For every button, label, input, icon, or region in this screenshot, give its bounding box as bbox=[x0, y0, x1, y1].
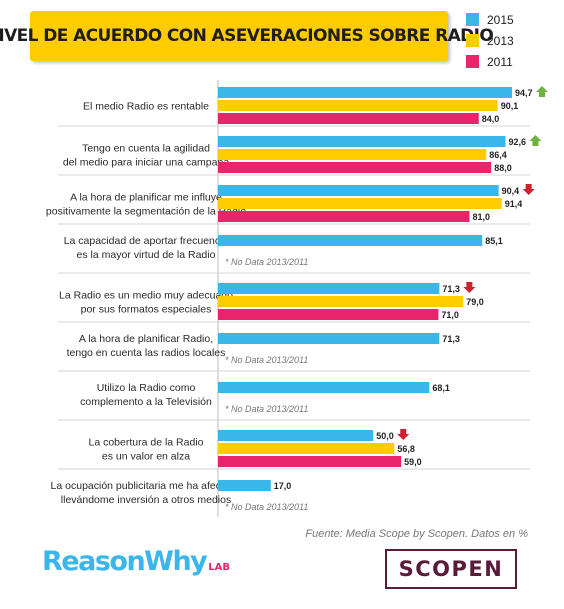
data-label-2013: 56,8 bbox=[397, 444, 415, 454]
data-label-2013: 86,4 bbox=[489, 150, 507, 160]
category-label: La capacidad de aportar frecuencia es la … bbox=[64, 235, 229, 261]
bar-2015 bbox=[218, 382, 430, 393]
data-label-2011: 59,0 bbox=[404, 457, 422, 467]
source-note: Fuente: Media Scope by Scopen. Datos en … bbox=[305, 528, 528, 540]
category-label: Tengo en cuenta la agilidad del medio par… bbox=[63, 143, 230, 169]
data-label-2011: 81,0 bbox=[472, 212, 490, 222]
data-label-2015: 94,7 bbox=[515, 88, 533, 98]
legend-swatch-2013 bbox=[466, 34, 479, 47]
category-label: A la hora de planificar Radio, tengo en c… bbox=[67, 333, 226, 359]
bar-2015 bbox=[218, 430, 374, 441]
bar-2015 bbox=[218, 235, 483, 246]
data-label-2011: 71,0 bbox=[441, 310, 459, 320]
bar-2011 bbox=[218, 113, 479, 124]
data-label-2015: 68,1 bbox=[432, 383, 450, 393]
no-data-note: * No Data 2013/2011 bbox=[225, 257, 308, 267]
category-label: El medio Radio es rentable bbox=[83, 101, 209, 113]
bar-2013 bbox=[218, 198, 502, 209]
data-label-2015: 71,3 bbox=[442, 334, 460, 344]
category-label: La ocupación publicitaria me ha afectado… bbox=[51, 480, 242, 506]
bar-2011 bbox=[218, 211, 470, 222]
trend-up-icon bbox=[529, 135, 542, 146]
no-data-note: * No Data 2013/2011 bbox=[225, 355, 308, 365]
legend-item-2013: 2013 bbox=[466, 30, 514, 51]
bar-2011 bbox=[218, 456, 402, 467]
trend-up-icon bbox=[536, 86, 548, 97]
legend-label-2013: 2013 bbox=[487, 33, 514, 48]
bar-2013 bbox=[218, 296, 464, 307]
chart-title-box: NIVEL DE ACUERDO CON ASEVERACIONES SOBRE… bbox=[0, 11, 494, 61]
data-label-2015: 71,3 bbox=[442, 284, 460, 294]
category-label: A la hora de planificar me influye positi… bbox=[46, 192, 246, 218]
bar-2011 bbox=[218, 162, 492, 173]
legend-item-2015: 2015 bbox=[466, 9, 514, 30]
data-label-2015: 90,4 bbox=[502, 186, 520, 196]
bar-2013 bbox=[218, 149, 487, 160]
legend-label-2011: 2011 bbox=[487, 54, 513, 69]
data-label-2013: 91,4 bbox=[505, 199, 523, 209]
category-label: La Radio es un medio muy adecuado por sus… bbox=[59, 290, 233, 316]
data-label-2011: 84,0 bbox=[482, 114, 500, 124]
data-label-2015: 85,1 bbox=[485, 236, 503, 246]
legend-label-2015: 2015 bbox=[487, 12, 514, 27]
chart-title: NIVEL DE ACUERDO CON ASEVERACIONES SOBRE… bbox=[0, 26, 494, 46]
bar-2013 bbox=[218, 443, 395, 454]
scopen-logo: SCOPEN bbox=[385, 549, 517, 589]
trend-down-icon bbox=[463, 282, 476, 293]
legend-swatch-2011 bbox=[466, 55, 479, 68]
no-data-note: * No Data 2013/2011 bbox=[225, 404, 308, 414]
bar-2015 bbox=[218, 87, 512, 98]
trend-down-icon bbox=[397, 429, 410, 440]
data-label-2013: 79,0 bbox=[466, 297, 484, 307]
scopen-logo-text: SCOPEN bbox=[398, 557, 504, 581]
bar-2015 bbox=[218, 480, 271, 491]
reasonwhy-logo-sub: LAB bbox=[208, 562, 231, 573]
legend-item-2011: 2011 bbox=[466, 51, 514, 72]
category-label: Utilizo la Radio como complemento a la Te… bbox=[80, 382, 212, 408]
reasonwhy-logo: ReasonWhy LAB bbox=[42, 546, 230, 577]
category-label: La cobertura de la Radio es un valor en a… bbox=[89, 437, 204, 463]
data-label-2015: 17,0 bbox=[274, 481, 292, 491]
bar-2015 bbox=[218, 136, 506, 147]
reasonwhy-logo-text: ReasonWhy bbox=[42, 546, 208, 577]
legend-swatch-2015 bbox=[466, 13, 479, 26]
legend: 2015 2013 2011 bbox=[466, 9, 514, 72]
data-label-2011: 88,0 bbox=[494, 163, 512, 173]
bar-2015 bbox=[218, 283, 440, 294]
bar-2013 bbox=[218, 100, 498, 111]
no-data-note: * No Data 2013/2011 bbox=[225, 502, 308, 512]
bar-2015 bbox=[218, 333, 440, 344]
bar-2011 bbox=[218, 309, 439, 320]
trend-down-icon bbox=[522, 184, 535, 195]
data-label-2013: 90,1 bbox=[501, 101, 519, 111]
data-label-2015: 92,6 bbox=[508, 137, 526, 147]
data-label-2015: 50,0 bbox=[376, 431, 394, 441]
bar-chart: El medio Radio es rentable 94,7 90,184,0 Te… bbox=[46, 80, 548, 517]
bar-2015 bbox=[218, 185, 499, 196]
